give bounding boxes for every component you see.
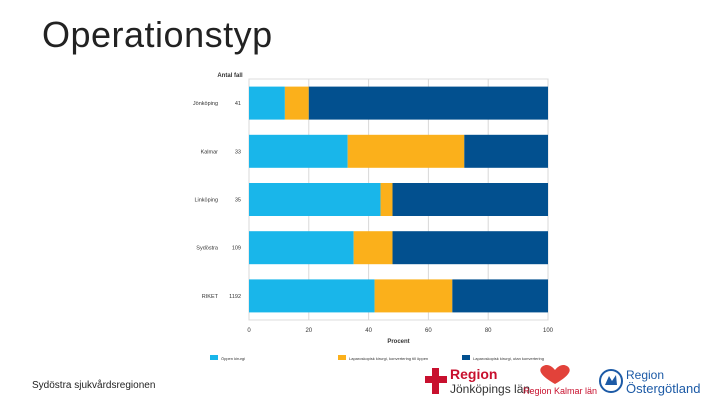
chart-labels: 0 20 40 60 80 100 Procent Antal fall Jönköping 41…	[193, 73, 554, 345]
legend-swatch	[338, 355, 346, 360]
logo-ostergotland-line2: Östergötland	[626, 381, 701, 396]
bar-segment	[347, 134, 465, 168]
logo-region-kalmar: Region Kalmar län	[521, 364, 597, 398]
x-tick-label: 100	[543, 328, 554, 334]
bar-segment	[464, 134, 548, 168]
count-label: 33	[235, 149, 241, 155]
bar-segment	[452, 279, 548, 313]
bar-segment	[392, 183, 548, 216]
cross-icon	[425, 368, 447, 394]
logo-jonkoping-line2: Jönköpings län	[450, 382, 531, 396]
logo-jonkoping-line1: Region	[450, 366, 498, 382]
x-tick-label: 60	[425, 328, 432, 334]
category-label: RIKET	[202, 294, 219, 300]
logo-ostergotland-line1: Region	[626, 368, 665, 382]
bar-segment	[249, 231, 354, 265]
bar-segment	[249, 86, 285, 120]
count-label: 1192	[229, 294, 241, 300]
x-axis-label: Procent	[387, 339, 409, 345]
count-header: Antal fall	[217, 73, 243, 79]
heart-icon	[540, 364, 570, 384]
chart-legend: Öppen kirurgi Laparoskopisk kirurgi, konv…	[210, 355, 544, 361]
x-tick-label: 0	[247, 328, 251, 334]
category-label: Jönköping	[193, 101, 218, 107]
x-tick-label: 20	[305, 328, 312, 334]
bar-segment	[392, 231, 548, 265]
page-title: Operationstyp	[42, 14, 273, 55]
logo-region-jonkoping: Region Jönköpings län	[424, 364, 530, 398]
count-label: 41	[235, 101, 241, 107]
count-label: 109	[232, 246, 241, 252]
x-tick-label: 40	[365, 328, 372, 334]
bar-segment	[284, 86, 309, 120]
footer-region-name: Sydöstra sjukvårdsregionen	[32, 380, 156, 391]
bar-segment	[249, 279, 375, 313]
logo-region-ostergotland: Region Östergötland	[598, 364, 718, 398]
bar-segment	[353, 231, 393, 265]
logo-kalmar-text: Region Kalmar län	[523, 386, 598, 396]
count-label: 35	[235, 198, 241, 204]
griffin-emblem-icon	[599, 369, 623, 393]
x-tick-label: 80	[485, 328, 492, 334]
legend-label: Laparoskopisk kirurgi, konvertering till…	[349, 356, 428, 361]
legend-swatch	[462, 355, 470, 360]
chart-bars	[249, 86, 548, 313]
bar-segment	[374, 279, 453, 313]
bar-segment	[249, 183, 381, 216]
legend-label: Öppen kirurgi	[221, 356, 245, 361]
bar-segment	[380, 183, 393, 216]
legend-swatch	[210, 355, 218, 360]
bar-segment	[249, 134, 348, 168]
category-label: Kalmar	[201, 149, 219, 155]
legend-label: Laparoskopisk kirurgi, utan konvertering	[473, 356, 544, 361]
bar-segment	[308, 86, 548, 120]
category-label: Sydöstra	[196, 246, 219, 252]
category-label: Linköping	[194, 198, 218, 204]
